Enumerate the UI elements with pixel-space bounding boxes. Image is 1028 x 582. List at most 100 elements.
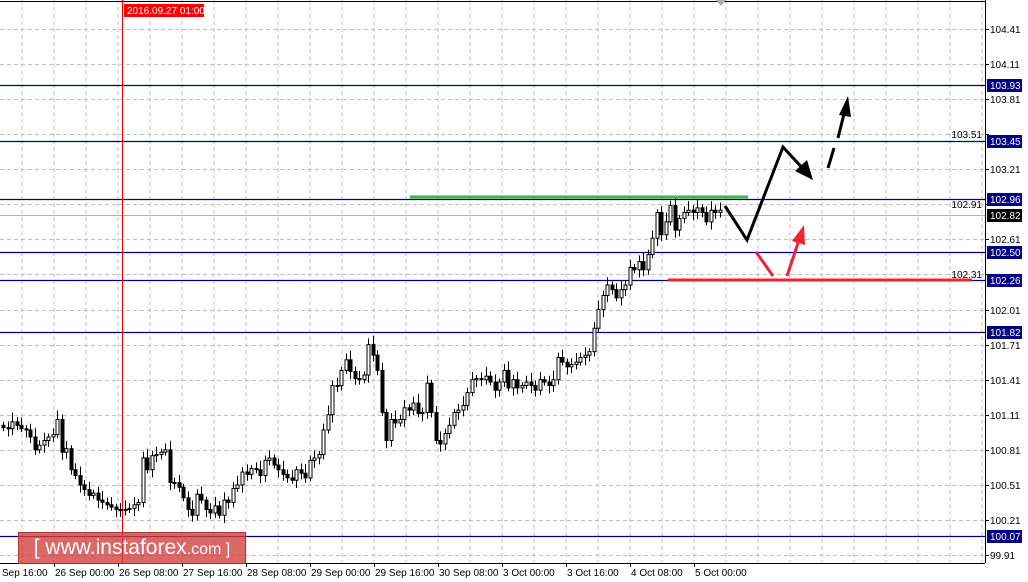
- watermark-suffix: .com ]: [186, 541, 231, 558]
- candle-body: [136, 501, 141, 506]
- candle-body: [461, 404, 466, 411]
- forecast-path[interactable]: [723, 144, 808, 244]
- candle-body: [240, 471, 245, 486]
- candle-body: [520, 385, 525, 389]
- candle-body: [664, 221, 669, 236]
- candle-body: [411, 402, 416, 411]
- candle-body: [132, 504, 137, 509]
- candle-body: [254, 468, 259, 471]
- candle-body: [308, 459, 313, 479]
- candle-body: [335, 385, 340, 388]
- time-tick-label: 29 Sep 16:00: [375, 568, 435, 579]
- candle-body: [195, 493, 200, 516]
- level-price-label: 102.96: [990, 195, 1021, 206]
- candle-body: [1, 424, 6, 429]
- candle-body: [542, 379, 547, 383]
- candle-body: [420, 411, 425, 415]
- candle-body: [217, 505, 222, 516]
- price-tick-label: 100.81: [990, 446, 1021, 457]
- candle-body: [596, 309, 601, 329]
- candle-body: [190, 508, 195, 516]
- candle-body: [470, 379, 475, 394]
- candle-body: [673, 205, 678, 231]
- candle-body: [502, 369, 507, 383]
- candle-body: [150, 455, 155, 471]
- candle-body: [6, 427, 11, 430]
- candle-body: [650, 237, 655, 256]
- grid: [0, 0, 985, 563]
- candle-body: [592, 327, 597, 353]
- candle-body: [718, 209, 723, 214]
- forecast-drawings[interactable]: [410, 96, 972, 282]
- candle-body: [46, 436, 51, 441]
- arrowhead-up-icon: [839, 96, 851, 117]
- candle-body: [587, 351, 592, 356]
- candle-body: [208, 508, 213, 514]
- candle-body: [551, 379, 556, 387]
- candle-body: [641, 261, 646, 271]
- chart-shift-marker-icon: [716, 0, 726, 6]
- arrowhead-up-red-icon: [792, 225, 805, 245]
- candle-body: [569, 364, 574, 368]
- candle-body: [416, 402, 421, 415]
- candle-body: [560, 356, 565, 363]
- candle-body: [96, 492, 101, 501]
- candle-body: [290, 477, 295, 481]
- candle-body: [204, 499, 209, 510]
- candle-body: [484, 375, 489, 381]
- candle-body: [619, 289, 624, 299]
- level-price-label: 100.07: [990, 532, 1021, 543]
- candle-body: [380, 369, 385, 413]
- candle-body: [434, 411, 439, 441]
- candle-body: [24, 428, 29, 431]
- time-tick-label: 30 Sep 08:00: [439, 568, 499, 579]
- candle-body: [55, 418, 60, 436]
- candle-body: [637, 261, 642, 271]
- candle-body: [493, 381, 498, 391]
- candle-body: [231, 487, 236, 503]
- candle-body: [181, 486, 186, 499]
- candle-body: [614, 289, 619, 299]
- level-price-label: 103.93: [990, 81, 1021, 92]
- candle-body: [330, 385, 335, 416]
- candle-body: [172, 482, 177, 485]
- candle-body: [398, 418, 403, 424]
- candle-body: [109, 504, 114, 508]
- candle-body: [245, 471, 250, 475]
- candle-body: [632, 266, 637, 271]
- candle-body: [628, 266, 633, 286]
- time-tick-label: 26 Sep 00:00: [55, 568, 115, 579]
- candle-body: [389, 418, 394, 441]
- candle-body: [168, 449, 173, 484]
- candle-body: [199, 493, 204, 501]
- candle-body: [497, 381, 502, 391]
- candle-body: [538, 379, 543, 391]
- candle-body: [438, 439, 443, 445]
- price-tick-label: 102.61: [990, 235, 1021, 246]
- price-tick-label: 99.91: [990, 551, 1015, 562]
- alt-path-up: [785, 239, 801, 277]
- price-tick-label: 103.21: [990, 165, 1021, 176]
- candle-body: [177, 482, 182, 488]
- candle-body: [69, 448, 74, 471]
- candle-body: [163, 449, 168, 453]
- candle-body: [321, 429, 326, 456]
- horizontal-levels[interactable]: [0, 0, 985, 563]
- candle-body: [578, 356, 583, 363]
- time-tick-label: 28 Sep 08:00: [247, 568, 307, 579]
- candle-body: [87, 489, 92, 496]
- candle-body: [91, 492, 96, 496]
- candle-body: [78, 475, 83, 486]
- price-tick-label: 102.31: [951, 270, 982, 281]
- candle-body: [312, 457, 317, 461]
- candle-body: [659, 212, 664, 236]
- price-tick-label: 100.21: [990, 516, 1021, 527]
- candle-body: [154, 454, 159, 457]
- price-tick-label: 102.91: [951, 200, 982, 211]
- candle-body: [10, 421, 15, 430]
- level-price-badge: [987, 79, 1022, 92]
- time-tick-label: 26 Sep 08:00: [119, 568, 179, 579]
- candle-body: [258, 469, 263, 477]
